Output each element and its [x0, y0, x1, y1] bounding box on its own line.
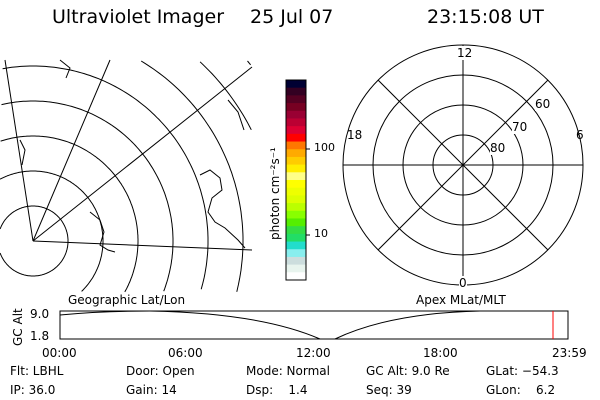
latitude-circle [199, 61, 252, 131]
status-glon: GLon: 6.2 [486, 383, 556, 397]
colorbar-segment [286, 118, 306, 127]
colorbar-segment [286, 103, 306, 112]
x-tick: 18:00 [423, 346, 458, 360]
y-tick-1.8: 1.8 [30, 329, 50, 343]
colorbar-tick-100: 100 [314, 141, 335, 154]
status-gain: Gain: 14 [126, 383, 177, 397]
instrument-title: Ultraviolet Imager [52, 6, 225, 28]
colorbar-segment [286, 187, 306, 196]
latitude-circle [140, 60, 244, 292]
status-glat: GLat: −54.3 [486, 364, 559, 378]
latitude-circle [2, 65, 209, 290]
colorbar-segment [286, 164, 306, 173]
colorbar-segment [286, 87, 306, 96]
latitude-circle [0, 170, 104, 292]
geographic-map [0, 59, 253, 293]
colorbar-segment [286, 133, 306, 143]
colorbar-segment [286, 126, 306, 135]
colorbar-segment [286, 233, 306, 243]
apex-title: Apex MLat/MLT [416, 293, 506, 307]
latitude-circle [0, 135, 139, 293]
status-mode: Mode: Normal [246, 364, 330, 378]
status-seq: Seq: 39 [366, 383, 412, 397]
colorbar-segment [286, 141, 306, 150]
colorbar-segment [286, 241, 306, 250]
colorbar-segment [286, 149, 306, 158]
geographic-title: Geographic Lat/Lon [68, 293, 186, 307]
timeline-plot [59, 310, 569, 340]
colorbar-tick-10: 10 [314, 227, 328, 240]
colorbar-segment [286, 256, 306, 266]
colorbar-segment [286, 249, 306, 258]
mlt-label-12: 12 [457, 46, 473, 60]
status-ip: IP: 36.0 [10, 383, 56, 397]
x-tick: 12:00 [296, 346, 331, 360]
colorbar-segment [286, 80, 306, 89]
colorbar-segment [286, 110, 306, 119]
colorbar-segment [286, 203, 306, 212]
x-tick: 00:00 [42, 346, 77, 360]
colorbar-segment [286, 226, 306, 235]
colorbar-segment [286, 264, 306, 273]
colorbar-segment [286, 218, 306, 227]
mlt-label-0: 0 [459, 276, 467, 290]
latitude-circle [1, 100, 174, 292]
colorbar-segment [286, 95, 306, 104]
status-door: Door: Open [126, 364, 195, 378]
colorbar-segment [286, 195, 306, 204]
latitude-circle [0, 205, 69, 277]
colorbar-segment [286, 156, 306, 166]
mlt-label-6: 6 [576, 128, 584, 142]
colorbar-segment [286, 180, 306, 189]
polar-grid [342, 44, 584, 286]
time: 23:15:08 UT [427, 6, 544, 28]
colorbar [286, 80, 306, 281]
colorbar-segment [286, 272, 306, 281]
coastline [19, 59, 246, 253]
date: 25 Jul 07 [250, 6, 334, 28]
colorbar-segment [286, 172, 306, 181]
x-tick: 23:59 [552, 346, 587, 360]
mlt-label-18: 18 [347, 128, 363, 142]
x-tick: 06:00 [168, 346, 203, 360]
altitude-curve [59, 310, 568, 340]
timeline-ylabel: GC Alt [11, 308, 25, 346]
colorbar-label: photon cm⁻²s⁻¹ [268, 147, 282, 240]
mlat-label-60: 60 [535, 97, 551, 111]
status-filter: Flt: LBHL [10, 364, 64, 378]
mlat-label-80: 80 [490, 141, 506, 155]
status-gc-alt: GC Alt: 9.0 Re [366, 364, 450, 378]
y-tick-9: 9.0 [30, 307, 50, 321]
latitude-circle [247, 60, 251, 66]
status-dsp: Dsp: 1.4 [246, 383, 308, 397]
mlat-label-70: 70 [512, 120, 528, 134]
colorbar-segment [286, 210, 306, 219]
